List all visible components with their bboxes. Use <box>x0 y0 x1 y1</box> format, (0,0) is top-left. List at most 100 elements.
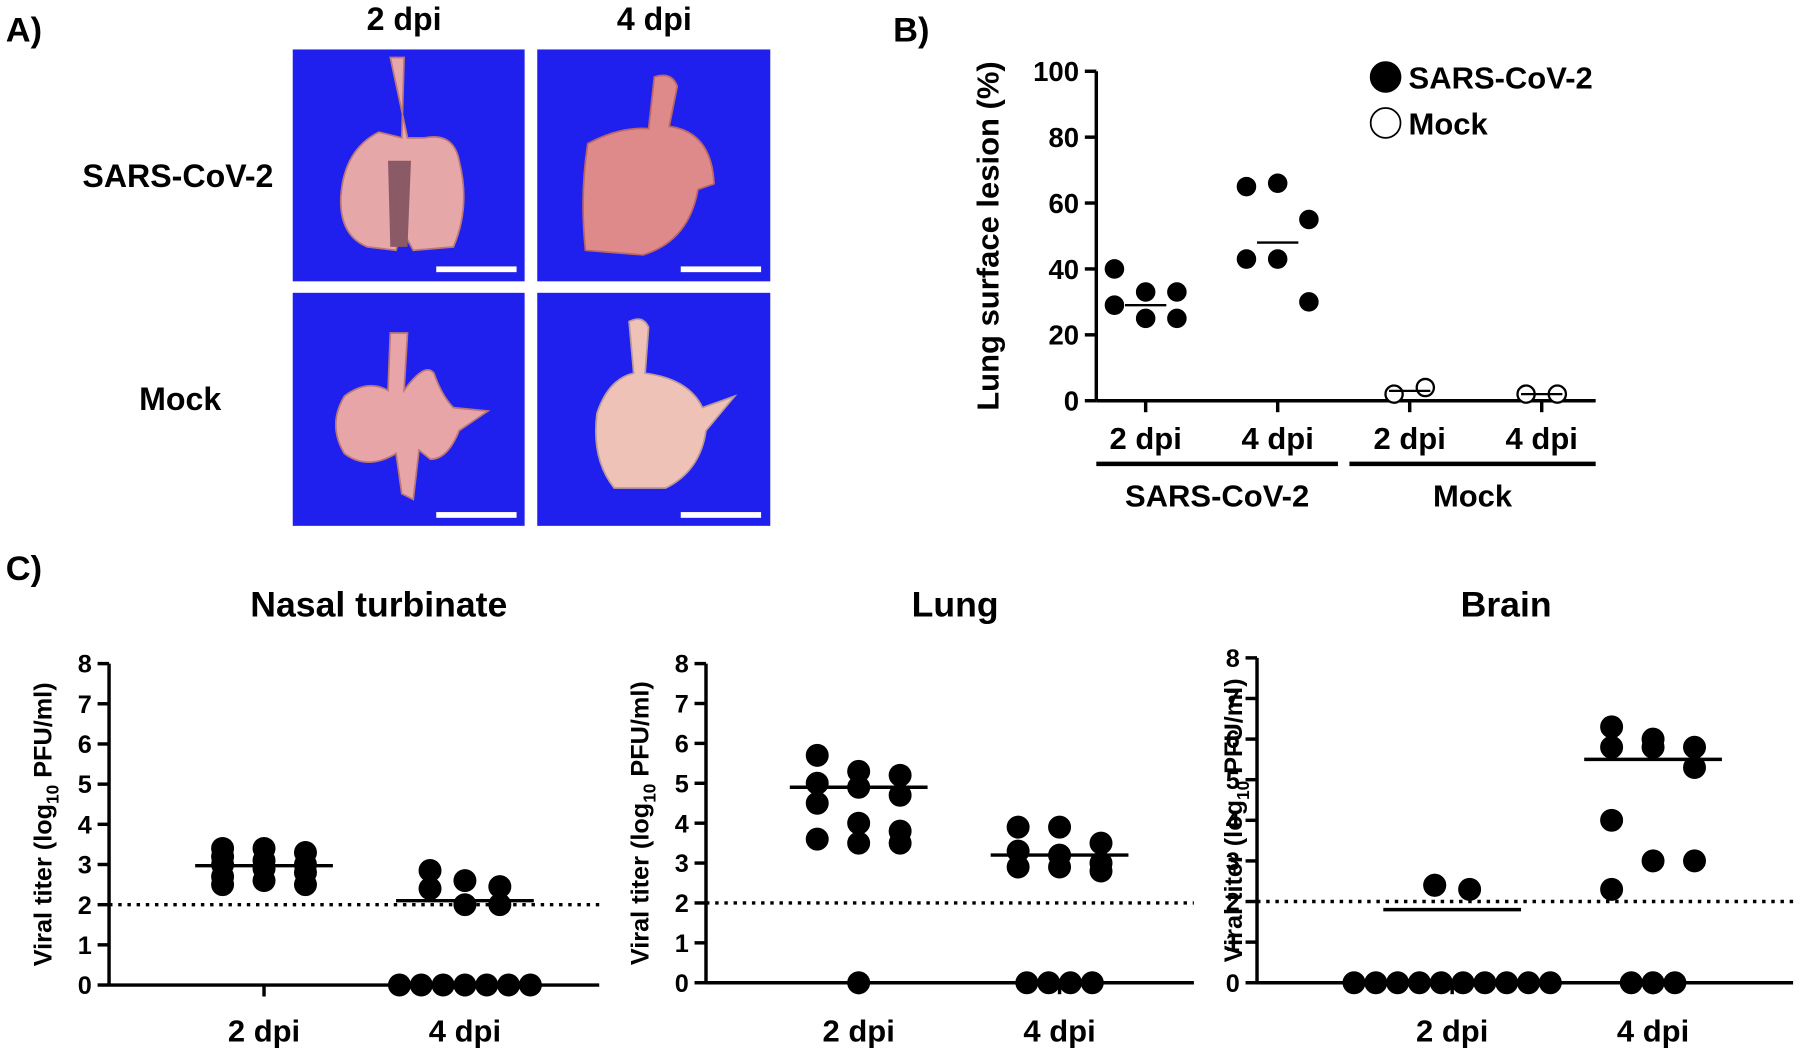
lung <box>594 318 738 489</box>
data-point <box>1135 282 1156 302</box>
y-tick-label: 1 <box>675 930 689 958</box>
y-axis-label: Viral titer (log10 PFU/ml) <box>627 681 660 965</box>
panel-label: C) <box>6 550 42 588</box>
y-axis-label-sub: 10 <box>639 784 659 803</box>
data-point <box>1267 173 1288 194</box>
data-point <box>453 973 477 997</box>
data-point <box>453 869 477 893</box>
data-point <box>1167 282 1187 302</box>
y-axis-label-sub: 10 <box>43 785 63 804</box>
y-tick-label: 8 <box>78 651 92 679</box>
y-tick-label: 4 <box>78 811 92 839</box>
data-point <box>1015 971 1039 995</box>
data-point <box>847 831 871 855</box>
data-point <box>1683 756 1706 779</box>
y-tick-label: 6 <box>1226 726 1240 754</box>
y-tick-label: 0 <box>1226 970 1240 998</box>
y-tick-label: 8 <box>1226 645 1240 673</box>
data-point <box>1089 831 1113 855</box>
x-tick-label: 4 dpi <box>1617 1013 1689 1048</box>
data-point <box>1167 308 1187 329</box>
data-point <box>1600 877 1624 901</box>
data-point <box>1135 308 1156 329</box>
data-point <box>1517 971 1540 995</box>
data-point <box>1299 209 1319 230</box>
y-tick-label: 3 <box>675 850 689 878</box>
x-tick-label: 4 dpi <box>1242 421 1314 456</box>
y-axis-label-text: Viral titer (log <box>627 803 655 965</box>
y-tick-label: 7 <box>1226 686 1240 714</box>
data-point <box>1058 971 1082 995</box>
y-tick-label: 2 <box>78 892 92 920</box>
data-point <box>252 869 276 893</box>
legend-label: SARS-CoV-2 <box>1409 60 1593 95</box>
group-label: Mock <box>1433 478 1513 513</box>
data-point <box>1006 815 1030 839</box>
x-tick-label: 2 dpi <box>823 1013 895 1048</box>
data-point <box>1538 971 1562 995</box>
lung-photos <box>292 49 771 526</box>
data-point <box>1386 971 1410 995</box>
y-tick-label: 100 <box>1033 56 1079 87</box>
data-point <box>888 831 912 855</box>
y-tick-label: 5 <box>675 770 689 798</box>
y-tick-label: 0 <box>78 972 92 1000</box>
column-label: 4 dpi <box>617 1 692 37</box>
group-label: SARS-CoV-2 <box>1125 478 1309 513</box>
chart-title: Brain <box>1461 585 1552 625</box>
data-point <box>1683 849 1706 873</box>
y-tick-label: 8 <box>675 651 689 679</box>
data-point <box>1458 877 1482 901</box>
y-tick-label: 0 <box>1064 386 1079 417</box>
data-point <box>1600 808 1624 832</box>
data-point <box>1236 176 1257 197</box>
data-point <box>805 743 829 767</box>
row-label: Mock <box>139 381 221 417</box>
row-label: SARS-CoV-2 <box>82 158 273 194</box>
data-point <box>805 827 829 851</box>
x-tick-label: 4 dpi <box>429 1013 501 1048</box>
data-point <box>1495 971 1519 995</box>
y-axis-label-text: Viral titer (log <box>30 804 58 966</box>
x-tick-label: 4 dpi <box>1023 1013 1095 1048</box>
scale-bar <box>680 512 762 518</box>
y-tick-label: 6 <box>78 731 92 759</box>
data-point <box>1415 377 1436 398</box>
y-axis-label: Lung surface lesion (%) <box>971 61 1006 410</box>
data-point <box>431 973 455 997</box>
panel-label: B) <box>893 11 929 49</box>
data-point <box>1683 735 1706 759</box>
data-point <box>388 973 411 997</box>
data-point <box>1641 735 1665 759</box>
y-tick-label: 60 <box>1048 188 1079 219</box>
y-axis-label-sub: 10 <box>1233 781 1253 800</box>
lung <box>582 74 715 256</box>
data-point <box>497 973 521 997</box>
data-point <box>475 973 499 997</box>
y-tick-label: 2 <box>675 890 689 918</box>
data-point <box>1048 815 1072 839</box>
legend-label: Mock <box>1409 106 1489 141</box>
data-point <box>1089 859 1113 883</box>
data-point <box>1429 971 1453 995</box>
scale-bar <box>436 512 517 518</box>
panel-label: A) <box>6 11 42 49</box>
y-tick-label: 40 <box>1048 254 1079 285</box>
y-tick-label: 0 <box>675 970 689 998</box>
y-axis-label: Viral titer (log10 PFU/ml) <box>1220 678 1253 962</box>
y-axis-label-text: PFU/ml) <box>1220 678 1248 780</box>
data-point <box>1037 971 1061 995</box>
y-tick-label: 5 <box>78 771 92 799</box>
data-point <box>1342 971 1366 995</box>
x-tick-label: 2 dpi <box>228 1013 300 1048</box>
y-tick-label: 7 <box>78 691 92 719</box>
data-point <box>1384 384 1404 404</box>
legend-marker <box>1369 61 1402 93</box>
chart-title: Nasal turbinate <box>250 585 507 625</box>
scale-bar <box>680 266 762 273</box>
data-point <box>1236 249 1257 269</box>
x-tick-label: 2 dpi <box>1374 421 1446 456</box>
data-point <box>1423 873 1447 897</box>
y-tick-label: 7 <box>675 691 689 719</box>
data-point <box>1006 855 1030 879</box>
